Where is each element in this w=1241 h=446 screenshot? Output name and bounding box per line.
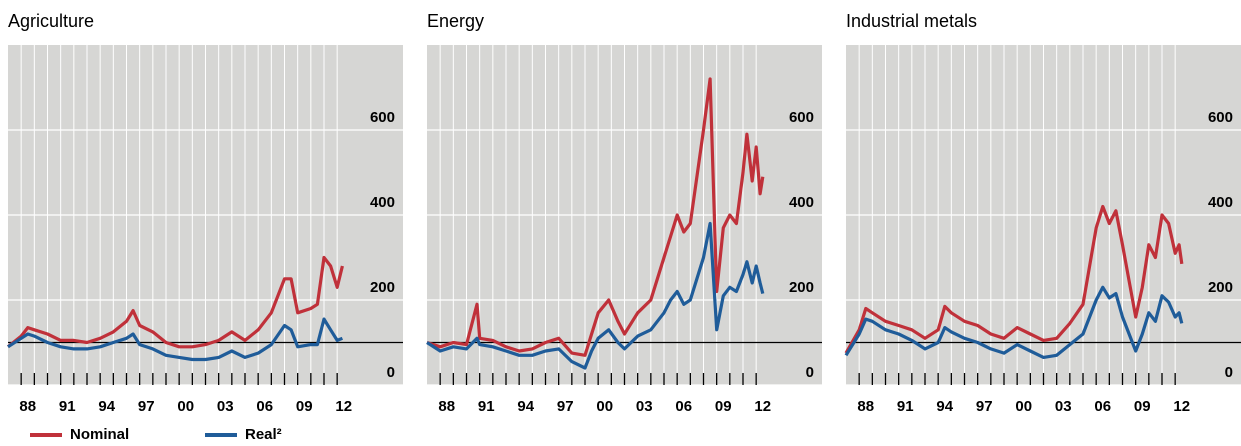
x-tick-label: 06 [675,398,692,415]
x-tick-label: 97 [138,398,155,415]
series-line [844,204,1184,354]
series-line [7,317,343,362]
chart-title: Energy [427,11,484,31]
series-line [426,221,765,370]
x-tick-label: 97 [557,398,574,415]
y-tick-label: 600 [1208,109,1233,126]
y-tick-label: 600 [789,109,814,126]
legend-label: Real² [245,426,282,443]
y-tick-label: 200 [1208,279,1233,296]
x-tick-label: 94 [98,398,115,415]
y-tick-label: 0 [1225,364,1233,381]
chart-title: Industrial metals [846,11,977,31]
y-tick-label: 200 [370,279,395,296]
x-tick-label: 03 [217,398,234,415]
y-tick-label: 0 [387,364,395,381]
x-tick-label: 97 [976,398,993,415]
x-tick-label: 00 [596,398,613,415]
x-tick-label: 91 [897,398,914,415]
series-line [6,255,344,349]
x-tick-label: 06 [256,398,273,415]
series-line [844,285,1184,359]
x-tick-label: 12 [754,398,771,415]
x-tick-label: 09 [715,398,732,415]
y-tick-label: 600 [370,109,395,126]
x-tick-label: 12 [335,398,352,415]
y-tick-label: 400 [370,194,395,211]
plot-lines [844,204,1184,359]
x-tick-label: 94 [517,398,534,415]
y-tick-label: 400 [1208,194,1233,211]
x-tick-label: 94 [936,398,953,415]
x-tick-label: 09 [296,398,313,415]
x-tick-label: 00 [177,398,194,415]
x-tick-label: 88 [19,398,36,415]
y-tick-label: 0 [806,364,814,381]
x-tick-label: 12 [1173,398,1190,415]
x-tick-label: 03 [1055,398,1072,415]
y-tick-label: 200 [789,279,814,296]
x-tick-label: 88 [857,398,874,415]
plot-lines [6,255,344,362]
x-tick-label: 03 [636,398,653,415]
x-tick-label: 88 [438,398,455,415]
x-tick-label: 91 [478,398,495,415]
x-tick-label: 06 [1094,398,1111,415]
y-tick-label: 400 [789,194,814,211]
x-tick-label: 00 [1015,398,1032,415]
chart-title: Agriculture [8,11,94,31]
legend-label: Nominal [70,426,129,443]
x-tick-label: 91 [59,398,76,415]
series-line [426,77,765,357]
x-tick-label: 09 [1134,398,1151,415]
plot-lines [426,77,765,370]
